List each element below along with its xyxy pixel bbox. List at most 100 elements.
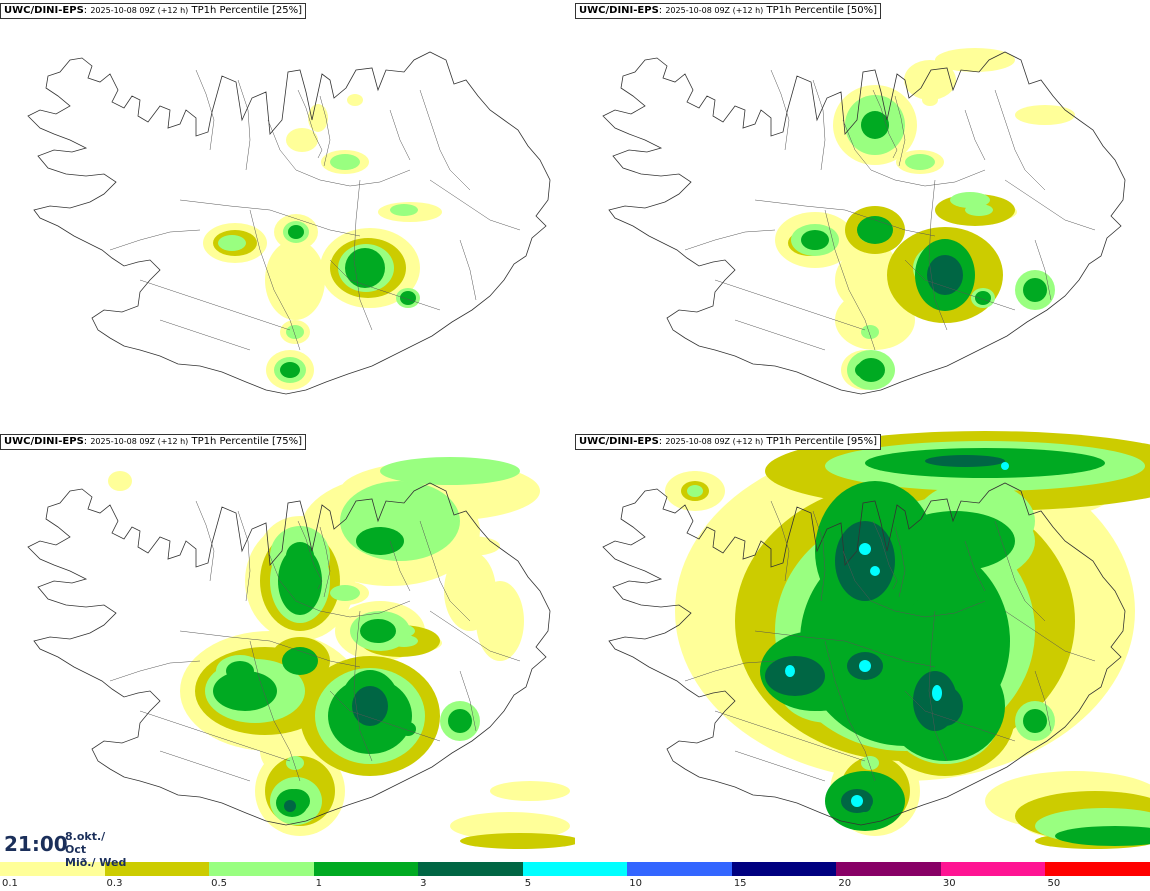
border-line <box>267 550 411 618</box>
border-line <box>872 520 898 590</box>
border-line <box>237 79 251 171</box>
precip-contour <box>108 471 132 491</box>
border-line <box>964 540 986 592</box>
border-line <box>249 209 301 351</box>
precip-contour <box>284 800 296 812</box>
precip-contour <box>288 225 304 239</box>
precip-contour <box>278 547 322 615</box>
precip-contour <box>932 685 942 701</box>
border-line <box>195 69 215 151</box>
map-panel-p75: UWC/DINI-EPS: 2025-10-08 09Z (+12 h) TP1… <box>0 431 575 862</box>
legend-label: 0.3 <box>106 878 123 889</box>
border-line <box>812 79 826 171</box>
border-line <box>812 510 826 602</box>
border-line <box>159 750 251 782</box>
coastline <box>27 51 551 395</box>
precip-contour <box>286 325 304 339</box>
valid-date: 8.okt./ Oct Mið./ Wed <box>65 830 130 869</box>
precip-contour <box>460 833 575 849</box>
map-canvas-p75 <box>27 457 575 849</box>
valid-date-line2: Mið./ Wed <box>65 856 127 869</box>
iceland-coast <box>27 482 551 826</box>
precip-contour <box>950 192 990 208</box>
border-line <box>319 526 331 598</box>
border-line <box>770 69 790 151</box>
precip-contour <box>280 362 300 378</box>
border-line <box>429 179 521 231</box>
precip-contour <box>935 48 1015 72</box>
legend-label: 15 <box>733 878 747 889</box>
precip-contour <box>400 291 416 305</box>
panel-title-p25: UWC/DINI-EPS: 2025-10-08 09Z (+12 h) TP1… <box>0 3 307 19</box>
border-line <box>139 710 291 762</box>
border-line <box>994 520 1046 622</box>
border-line <box>389 109 411 161</box>
border-line <box>928 179 948 331</box>
border-line <box>459 239 477 301</box>
border-line <box>109 229 201 251</box>
border-line <box>179 199 361 237</box>
iceland-coast <box>27 51 551 395</box>
border-line <box>754 199 936 237</box>
border-line <box>109 660 201 682</box>
precip-contour <box>861 111 889 139</box>
legend-label: 0.5 <box>211 878 227 889</box>
border-line <box>319 95 331 167</box>
legend-label: 5 <box>524 878 532 889</box>
border-line <box>684 660 776 682</box>
precip-color-legend: 0.1 0.3 0.5 1 3 5 10 15 20 30 50 <box>0 862 1150 891</box>
border-line <box>1004 610 1096 662</box>
precip-contour <box>687 485 703 497</box>
precip-contour <box>851 795 863 807</box>
border-line <box>329 259 441 311</box>
precip-contour <box>265 240 325 320</box>
precip-contour <box>835 250 895 310</box>
border-line <box>754 630 936 668</box>
border-line <box>770 500 790 582</box>
precip-contour <box>308 104 328 132</box>
border-line <box>159 319 251 351</box>
coastline <box>602 482 1126 826</box>
panel-title-p95: UWC/DINI-EPS: 2025-10-08 09Z (+12 h) TP1… <box>575 434 882 450</box>
legend-swatch <box>209 862 315 876</box>
border-line <box>842 550 986 618</box>
precip-contour <box>218 235 246 251</box>
legend-label: 1 <box>315 878 322 889</box>
precip-contour <box>355 696 375 716</box>
border-line <box>459 670 477 732</box>
border-line <box>714 710 866 762</box>
map-canvas-p95 <box>602 431 1150 849</box>
precip-field <box>775 48 1075 390</box>
precip-contour <box>927 255 963 295</box>
legend-swatch <box>313 862 420 876</box>
legend-label: 20 <box>838 878 852 889</box>
map-canvas-p25 <box>27 51 551 395</box>
precip-contour <box>490 781 570 801</box>
border-line <box>714 279 866 331</box>
legend-swatch <box>836 862 942 876</box>
coastline <box>602 51 1126 395</box>
border-line <box>329 690 441 742</box>
border-line <box>297 520 323 590</box>
legend-swatch <box>627 862 733 876</box>
precip-contour <box>360 619 396 643</box>
precip-contour <box>861 756 879 770</box>
regional-borders <box>684 69 1096 351</box>
precip-contour <box>925 455 1005 467</box>
legend-label: 10 <box>629 878 642 889</box>
precip-contour <box>330 585 360 601</box>
precip-contour <box>345 248 385 288</box>
border-line <box>964 109 986 161</box>
border-line <box>994 89 1046 191</box>
border-line <box>389 540 411 592</box>
regional-borders <box>684 500 1096 782</box>
precip-contour <box>380 457 520 485</box>
precip-contour <box>390 204 418 216</box>
map-panel-p95: UWC/DINI-EPS: 2025-10-08 09Z (+12 h) TP1… <box>575 431 1150 862</box>
border-line <box>419 520 471 622</box>
precip-contour <box>913 671 957 731</box>
border-line <box>237 510 251 602</box>
precip-contour <box>356 527 404 555</box>
panel-title-p75: UWC/DINI-EPS: 2025-10-08 09Z (+12 h) TP1… <box>0 434 307 450</box>
precip-contour <box>1001 462 1009 470</box>
